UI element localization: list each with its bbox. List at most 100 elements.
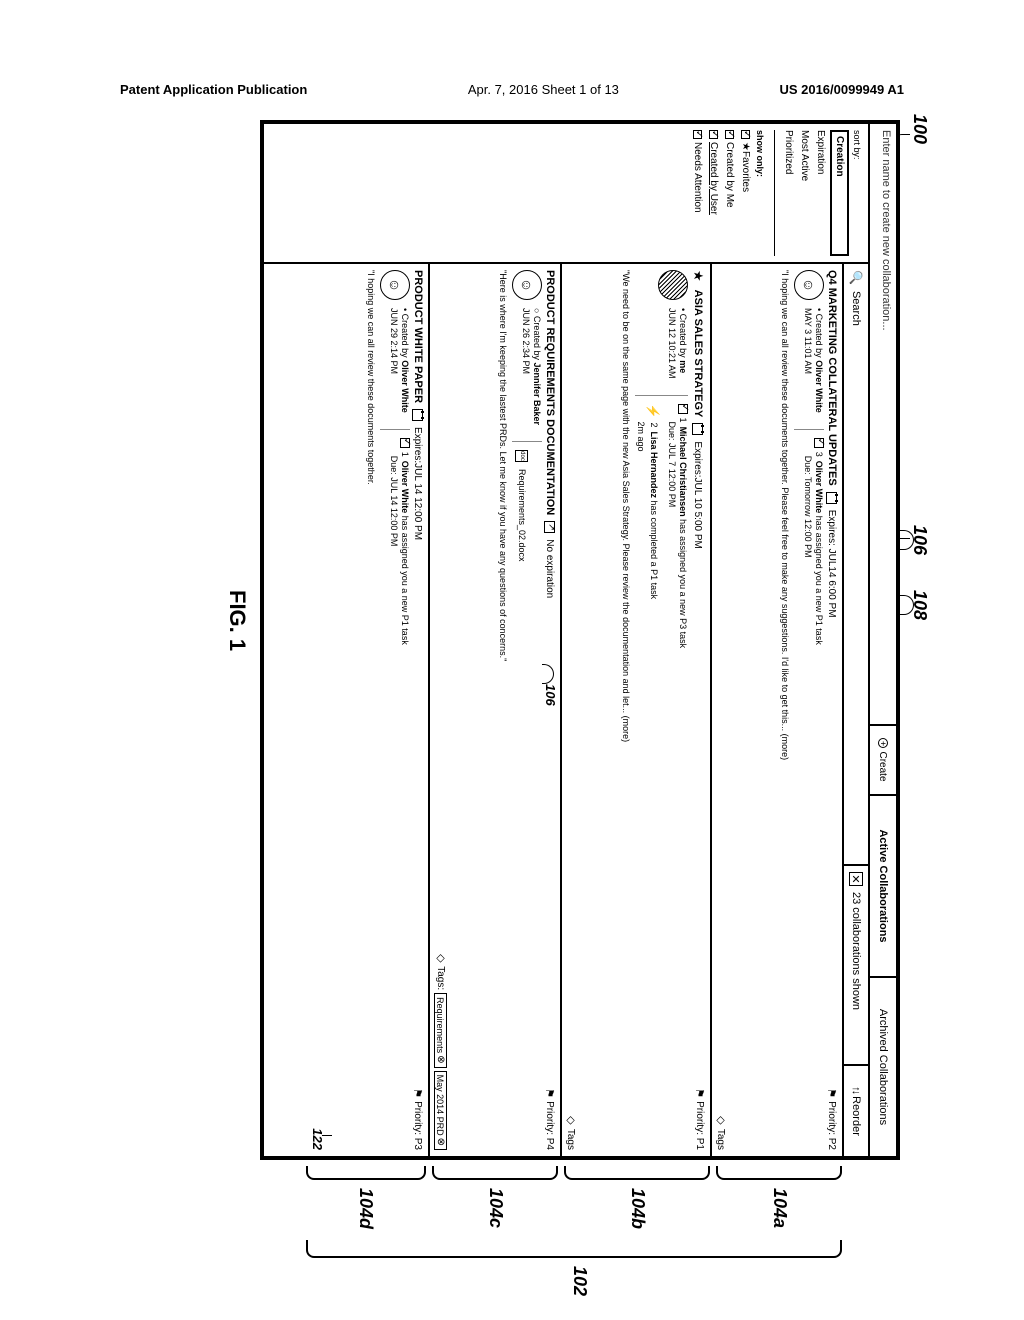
favorite-star-icon: ★	[690, 270, 706, 282]
brace-102	[306, 1240, 842, 1258]
task-column: 3 Oliver White has assigned you a new P1…	[794, 429, 824, 1150]
remove-tag-icon[interactable]: ⊗	[435, 1138, 446, 1146]
priority-badge: ⚑Priority: P4	[543, 1088, 556, 1150]
search-input[interactable]: 🔍 Search	[844, 264, 868, 866]
flag-icon: ⚑	[543, 1088, 556, 1098]
card-desc: "Here is where I'm keeping the lastest P…	[497, 270, 508, 1150]
tags-row: ◇ Tags: Requirements⊗ May 2014 PRD⊗	[434, 955, 447, 1150]
show-label: show only:	[755, 130, 765, 256]
flag-icon: ⚑	[825, 1088, 838, 1098]
rotated-container: 100 106 108 Enter name to create new col…	[120, 120, 900, 1170]
sidebar-divider	[774, 130, 775, 256]
calendar-icon	[693, 423, 704, 435]
card-meta: • Created by Oliver White JUN 29 2:14 PM	[380, 308, 410, 413]
tag-chip[interactable]: May 2014 PRD⊗	[434, 1071, 447, 1150]
calendar-icon	[413, 409, 424, 421]
figure-label: FIG. 1	[224, 590, 250, 651]
priority-badge: ⚑Priority: P1	[693, 1088, 706, 1150]
checkbox-icon	[725, 130, 734, 139]
sort-most-active[interactable]: Most Active	[798, 130, 811, 256]
search-icon: 🔍	[849, 270, 863, 285]
sort-label: sort by:	[852, 130, 862, 256]
collab-card[interactable]: PRODUCT WHITE PAPER Expires:JUL 14 12:00…	[308, 264, 428, 1156]
card-desc: "I hoping we can all review these docume…	[365, 270, 376, 1150]
sort-creation[interactable]: Creation	[830, 130, 849, 256]
new-collab-input[interactable]: Enter name to create new collaboration..…	[870, 124, 896, 726]
avatar-icon: ☺	[512, 270, 542, 300]
card-expires: Expires:JUL 10 5:00 PM	[693, 441, 704, 548]
reorder-button[interactable]: ↑↓ Reorder	[844, 1066, 868, 1156]
tags-link[interactable]: ◇Tags	[564, 1117, 577, 1150]
figure-wrap: 100 106 108 Enter name to create new col…	[120, 120, 900, 1170]
clear-icon[interactable]: ✕	[849, 872, 863, 886]
tags-link[interactable]: ◇Tags	[714, 1117, 727, 1150]
reorder-icon: ↑↓	[850, 1086, 862, 1093]
header-center: Apr. 7, 2016 Sheet 1 of 13	[468, 82, 619, 97]
task-column: 1 Oliver White has assigned you a new P1…	[380, 429, 410, 1150]
card-title: PRODUCT WHITE PAPER	[412, 270, 424, 403]
card-desc: "I hoping we can all review these docume…	[779, 270, 790, 1150]
filter-by-me[interactable]: Created by Me	[723, 130, 736, 256]
plus-icon: +	[878, 738, 888, 748]
no-expiration-icon	[545, 521, 556, 533]
searchbar: 🔍 Search ✕ 23 collaborations shown ↑↓ Re…	[842, 264, 868, 1156]
ref-102: 102	[569, 1266, 590, 1296]
collab-card[interactable]: Q4 MARKETING COLLATERAL UPDATES Expires:…	[710, 264, 842, 1156]
filter-needs-attn[interactable]: Needs Attention	[691, 130, 704, 256]
document-icon: doc	[515, 450, 528, 462]
star-icon: ★	[740, 142, 751, 151]
ref-104d: 104d	[355, 1188, 376, 1229]
sort-expiration[interactable]: Expiration	[814, 130, 827, 256]
filter-favorites[interactable]: ★Favorites	[739, 130, 752, 256]
ref-122: 122	[310, 1128, 325, 1150]
card-expires: Expires: JUL14 6:00 PM	[827, 510, 838, 618]
ref-104c: 104c	[485, 1188, 506, 1228]
avatar-icon: ☺	[380, 270, 410, 300]
main-panel: 🔍 Search ✕ 23 collaborations shown ↑↓ Re…	[264, 264, 868, 1156]
priority-badge: ⚑Priority: P3	[411, 1088, 424, 1150]
task-check-icon	[814, 438, 824, 448]
card-title: Q4 MARKETING COLLATERAL UPDATES	[826, 270, 838, 486]
collab-card[interactable]: ★ ASIA SALES STRATEGY Expires:JUL 10 5:0…	[560, 264, 710, 1156]
brace-104c	[432, 1166, 558, 1180]
collab-card[interactable]: PRODUCT REQUIREMENTS DOCUMENTATION No ex…	[428, 264, 560, 1156]
sort-prioritized[interactable]: Prioritized	[782, 130, 795, 256]
tab-archived-collabs[interactable]: Archived Collaborations	[870, 976, 896, 1156]
tag-icon: ◇	[566, 1115, 574, 1128]
reorder-label: Reorder	[850, 1096, 862, 1136]
patent-header: Patent Application Publication Apr. 7, 2…	[0, 82, 1024, 97]
tag-icon: ◇	[716, 1115, 724, 1128]
app-frame: Enter name to create new collaboration..…	[260, 120, 900, 1160]
ref-100: 100	[909, 114, 930, 144]
card-meta: • Created by Oliver White MAY 3 11:01 AM	[794, 308, 824, 413]
ref-104b: 104b	[627, 1188, 648, 1229]
task-check-icon	[678, 404, 688, 414]
filter-by-user[interactable]: Created by User	[707, 130, 720, 256]
checkbox-icon	[741, 130, 750, 139]
checkbox-icon	[693, 130, 702, 139]
tag-chip[interactable]: Requirements⊗	[434, 993, 447, 1067]
checkbox-icon	[709, 130, 718, 139]
brace-104d	[306, 1166, 426, 1180]
brace-104a	[716, 1166, 842, 1180]
brace-104b	[564, 1166, 710, 1180]
card-expires: Expires:JUL 14 12:00 PM	[413, 427, 424, 540]
search-placeholder: Search	[850, 291, 862, 326]
tab-active-collabs[interactable]: Active Collaborations	[870, 796, 896, 976]
task-column: 1 Michael Christiansen has assigned you …	[635, 395, 688, 1150]
topbar: Enter name to create new collaboration..…	[868, 124, 896, 1156]
count-label: 23 collaborations shown	[850, 892, 862, 1010]
ref-104a: 104a	[769, 1188, 790, 1228]
remove-tag-icon[interactable]: ⊗	[435, 1055, 446, 1063]
sidebar: sort by: Creation Expiration Most Active…	[264, 124, 868, 264]
flag-icon: ⚑	[411, 1088, 424, 1098]
card-noexp: No expiration	[545, 539, 556, 598]
count-box: ✕ 23 collaborations shown	[844, 866, 868, 1066]
avatar-icon: ☺	[794, 270, 824, 300]
body-row: sort by: Creation Expiration Most Active…	[264, 124, 868, 1156]
card-meta: ○ Created by Jennifer Baker JUN 26 2:34 …	[512, 308, 542, 425]
header-left: Patent Application Publication	[120, 82, 307, 97]
flag-icon: ⚑	[693, 1088, 706, 1098]
create-button[interactable]: + Create	[870, 726, 896, 796]
calendar-icon	[827, 492, 838, 504]
